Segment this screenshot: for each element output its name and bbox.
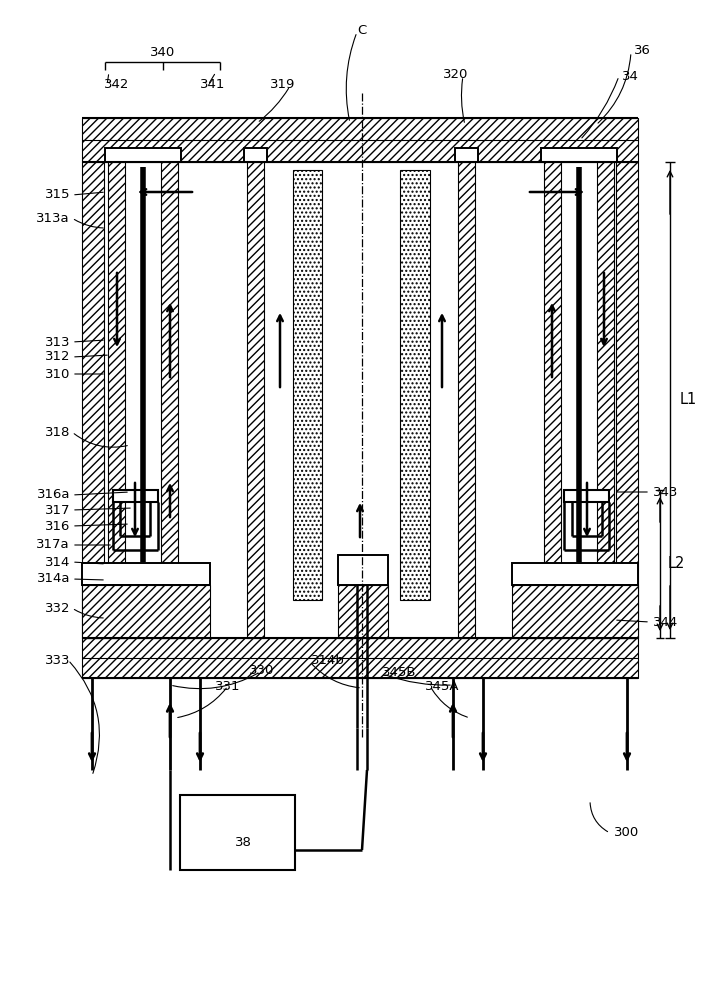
Text: 34: 34	[622, 70, 639, 83]
Bar	[247, 162, 264, 638]
Text: 317a: 317a	[36, 538, 70, 552]
Bar	[293, 170, 322, 600]
Text: 320: 320	[443, 68, 469, 81]
Bar	[161, 162, 178, 638]
Text: L2: L2	[668, 556, 686, 572]
Text: 345A: 345A	[425, 680, 459, 694]
Bar	[105, 148, 181, 162]
Text: 332: 332	[45, 601, 70, 614]
Bar	[512, 585, 638, 638]
Text: C: C	[358, 23, 366, 36]
Text: 330: 330	[249, 664, 275, 678]
Bar	[338, 555, 388, 585]
Bar	[82, 585, 210, 638]
Bar	[458, 162, 475, 638]
Text: 345B: 345B	[382, 666, 417, 678]
Bar	[597, 162, 614, 638]
Text: 343: 343	[653, 486, 678, 498]
Text: 314b: 314b	[311, 654, 345, 668]
Text: 333: 333	[45, 654, 70, 666]
Bar	[113, 490, 158, 502]
Bar	[338, 585, 388, 638]
Bar	[244, 148, 267, 162]
Bar	[82, 563, 210, 585]
Text: 342: 342	[104, 79, 129, 92]
Text: 344: 344	[653, 615, 678, 629]
Bar	[541, 148, 617, 162]
Text: 316: 316	[45, 520, 70, 532]
Bar	[544, 162, 561, 638]
Text: 313a: 313a	[36, 212, 70, 225]
Bar	[455, 148, 478, 162]
Text: 38: 38	[234, 836, 252, 848]
Text: 315: 315	[45, 188, 70, 202]
Text: 36: 36	[634, 43, 651, 56]
Text: 317: 317	[45, 504, 70, 516]
Text: 319: 319	[270, 79, 296, 92]
Bar	[400, 170, 430, 600]
Text: 310: 310	[45, 367, 70, 380]
Bar	[564, 490, 609, 502]
Text: 341: 341	[200, 79, 226, 92]
Text: L1: L1	[680, 392, 697, 408]
Bar	[108, 162, 125, 638]
Text: 318: 318	[45, 426, 70, 438]
Bar	[512, 563, 638, 585]
Text: 316a: 316a	[37, 488, 70, 502]
Bar	[180, 795, 295, 870]
Text: 340: 340	[150, 45, 175, 58]
Bar	[82, 118, 638, 162]
Text: 331: 331	[216, 680, 241, 694]
Bar	[82, 638, 638, 678]
Text: 312: 312	[45, 351, 70, 363]
Bar	[82, 162, 104, 638]
Text: 314a: 314a	[37, 572, 70, 585]
Bar	[616, 162, 638, 638]
Text: 300: 300	[614, 826, 640, 840]
Text: 314: 314	[45, 556, 70, 568]
Text: 313: 313	[45, 336, 70, 349]
